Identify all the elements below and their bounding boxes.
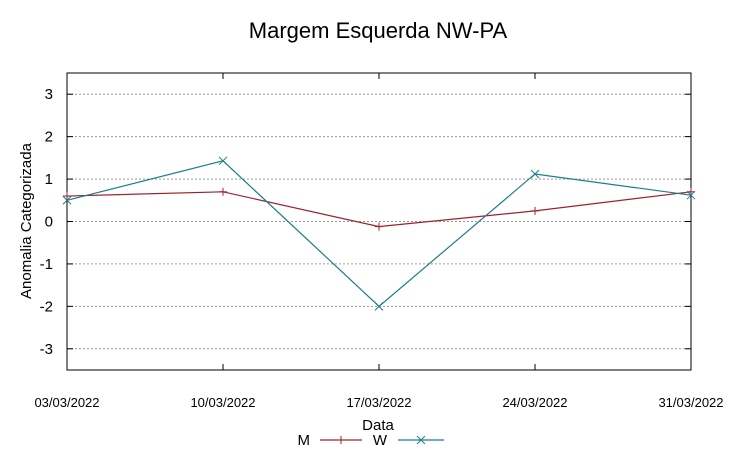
data-point-M (63, 192, 71, 201)
grid (67, 93, 691, 350)
data-point-W (374, 302, 384, 311)
data-point-W (218, 156, 228, 166)
series-line-W (66, 160, 692, 308)
data-point-M (531, 206, 539, 215)
y-tick-label: -1 (40, 256, 53, 273)
y-tick-label: 0 (45, 214, 53, 231)
x-axis-label: Data (362, 417, 394, 434)
x-tick-label: 31/03/2022 (658, 395, 723, 410)
series-group (62, 156, 696, 311)
x-tick-label: 17/03/2022 (346, 395, 411, 410)
legend-marker-M (337, 436, 345, 444)
y-tick-label: 2 (45, 129, 53, 146)
chart-title: Margem Esquerda NW-PA (249, 18, 508, 43)
data-point-M (375, 222, 383, 231)
x-tick-label: 10/03/2022 (190, 395, 255, 410)
y-axis: 3 2 1 0 -1 -2 -3 (40, 86, 691, 358)
x-axis: 03/03/2022 10/03/2022 17/03/2022 24/03/2022… (34, 73, 724, 410)
legend-label-W: W (373, 432, 388, 449)
x-tick-label: 24/03/2022 (502, 395, 567, 410)
x-tick-label: 03/03/2022 (34, 395, 99, 410)
data-point-M (219, 187, 227, 196)
data-point-M (687, 187, 695, 196)
data-point-W (530, 169, 540, 179)
y-tick-label: 1 (45, 171, 53, 188)
legend-marker-W (416, 435, 426, 445)
data-point-W (62, 195, 72, 205)
data-point-W (686, 190, 696, 200)
y-tick-label: -3 (40, 341, 53, 358)
y-tick-label: 3 (45, 86, 53, 103)
y-tick-label: -2 (40, 298, 53, 315)
y-axis-label: Anomalia Categorizada (18, 142, 35, 299)
legend-label-M: M (298, 432, 311, 449)
